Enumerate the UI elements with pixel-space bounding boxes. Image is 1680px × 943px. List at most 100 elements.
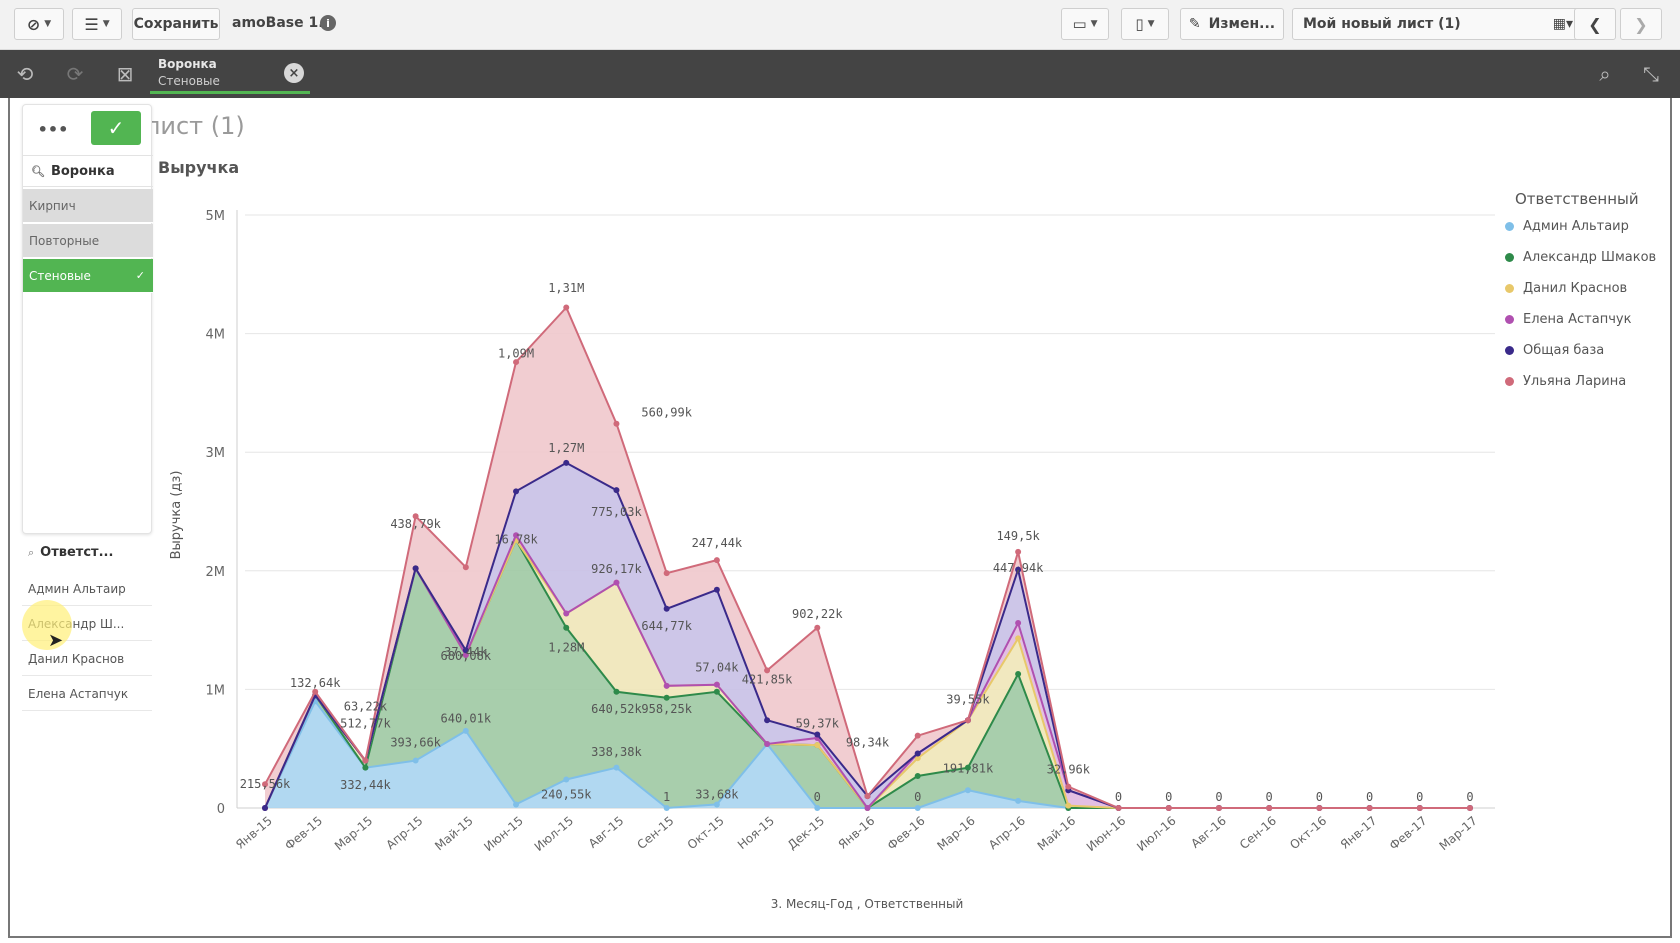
data-point[interactable] (1015, 797, 1022, 804)
data-point[interactable] (814, 805, 821, 811)
data-point[interactable] (1467, 805, 1473, 811)
data-point[interactable] (663, 570, 670, 577)
info-icon[interactable]: i (320, 15, 336, 31)
owner-filter-title[interactable]: ⌕ Ответст... (28, 545, 113, 560)
data-point[interactable] (864, 793, 871, 800)
close-icon[interactable]: × (284, 63, 304, 83)
data-point[interactable] (462, 727, 469, 734)
data-point[interactable] (613, 688, 620, 695)
data-point[interactable] (663, 694, 670, 701)
data-point[interactable] (563, 776, 570, 783)
data-point[interactable] (764, 667, 771, 674)
data-point[interactable] (412, 757, 419, 764)
data-point[interactable] (663, 682, 670, 689)
data-point[interactable] (613, 579, 620, 586)
next-sheet-button[interactable]: ❯ (1620, 8, 1662, 40)
legend-item[interactable]: Ульяна Ларина (1505, 371, 1626, 391)
data-point[interactable] (1015, 670, 1022, 677)
more-options-button[interactable]: ••• (37, 119, 69, 139)
data-point[interactable] (613, 420, 620, 427)
legend-item[interactable]: Александр Шмаков (1505, 247, 1656, 267)
data-point[interactable] (864, 805, 871, 811)
data-point[interactable] (563, 459, 570, 466)
data-point[interactable] (663, 805, 670, 811)
data-point[interactable] (713, 801, 720, 808)
step-back-icon[interactable]: ⟲ (16, 62, 34, 86)
data-point[interactable] (513, 532, 520, 539)
data-point[interactable] (713, 688, 720, 695)
data-point[interactable] (764, 740, 771, 747)
data-point[interactable] (1416, 805, 1423, 811)
data-point[interactable] (563, 624, 570, 631)
data-point[interactable] (262, 781, 268, 788)
data-point[interactable] (312, 688, 319, 695)
data-point[interactable] (764, 717, 771, 724)
data-point[interactable] (563, 304, 570, 311)
data-point[interactable] (1015, 619, 1022, 626)
navigation-menu-button[interactable]: ⊘ ▼ (14, 8, 64, 40)
data-point[interactable] (964, 717, 971, 724)
data-point[interactable] (713, 681, 720, 688)
owner-item[interactable]: Елена Астапчук (22, 677, 152, 711)
data-point[interactable] (914, 750, 921, 757)
save-button[interactable]: Сохранить (132, 8, 220, 40)
funnel-item[interactable]: Кирпич (23, 189, 153, 223)
data-point[interactable] (1165, 805, 1172, 811)
data-point[interactable] (914, 805, 921, 811)
data-point[interactable] (362, 764, 369, 771)
global-menu-button[interactable]: ☰ ▼ (72, 8, 122, 40)
data-point[interactable] (1366, 805, 1373, 811)
data-point[interactable] (1065, 783, 1072, 790)
data-point[interactable] (964, 764, 971, 771)
owner-item[interactable]: Админ Альтаир (22, 572, 152, 606)
legend-item[interactable]: Общая база (1505, 340, 1604, 360)
funnel-search-field[interactable]: 🔍︎ Воронка (23, 155, 153, 187)
data-point[interactable] (1015, 548, 1022, 555)
data-point[interactable] (613, 487, 620, 494)
data-point[interactable] (914, 755, 921, 762)
data-point[interactable] (713, 557, 720, 564)
present-button[interactable]: ▭ ▼ (1061, 8, 1109, 40)
data-point[interactable] (1015, 635, 1022, 642)
data-point[interactable] (1015, 566, 1022, 573)
fullscreen-icon[interactable]: ⤡ (1643, 62, 1659, 86)
data-point[interactable] (513, 359, 520, 366)
data-point[interactable] (1115, 805, 1122, 811)
data-point[interactable] (462, 652, 469, 659)
search-icon[interactable]: ⌕ (1599, 62, 1611, 86)
data-point[interactable] (262, 805, 268, 811)
area-4[interactable] (265, 462, 1470, 808)
data-point[interactable] (362, 757, 369, 764)
sheet-selector[interactable]: Мой новый лист (1) ▦▾ (1292, 8, 1582, 40)
data-point[interactable] (713, 586, 720, 593)
data-point[interactable] (1316, 805, 1323, 811)
data-point[interactable] (462, 564, 469, 571)
previous-sheet-button[interactable]: ❮ (1574, 8, 1616, 40)
data-point[interactable] (563, 610, 570, 617)
legend-item[interactable]: Елена Астапчук (1505, 309, 1631, 329)
data-point[interactable] (814, 742, 821, 749)
confirm-selection-button[interactable]: ✓ (91, 111, 141, 145)
legend-item[interactable]: Админ Альтаир (1505, 216, 1629, 236)
legend-item[interactable]: Данил Краснов (1505, 278, 1627, 298)
funnel-item[interactable]: Повторные (23, 224, 153, 258)
edit-button[interactable]: ✎ Измен... (1180, 8, 1284, 40)
data-point[interactable] (513, 801, 520, 808)
data-point[interactable] (412, 565, 419, 572)
clear-all-icon[interactable]: ⊠ (116, 62, 134, 86)
bookmark-button[interactable]: ▯ ▼ (1121, 8, 1169, 40)
owner-item[interactable]: Данил Краснов (22, 642, 152, 676)
data-point[interactable] (412, 513, 419, 520)
data-point[interactable] (613, 764, 620, 771)
area-1[interactable] (265, 540, 1470, 808)
step-forward-icon[interactable]: ⟳ (66, 62, 84, 86)
data-point[interactable] (1065, 802, 1072, 809)
selection-chip[interactable]: Воронка Стеновые × (150, 54, 310, 94)
data-point[interactable] (513, 488, 520, 495)
data-point[interactable] (814, 731, 821, 738)
data-point[interactable] (914, 732, 921, 739)
data-point[interactable] (914, 772, 921, 779)
area-5[interactable] (265, 307, 1470, 809)
data-point[interactable] (663, 605, 670, 612)
